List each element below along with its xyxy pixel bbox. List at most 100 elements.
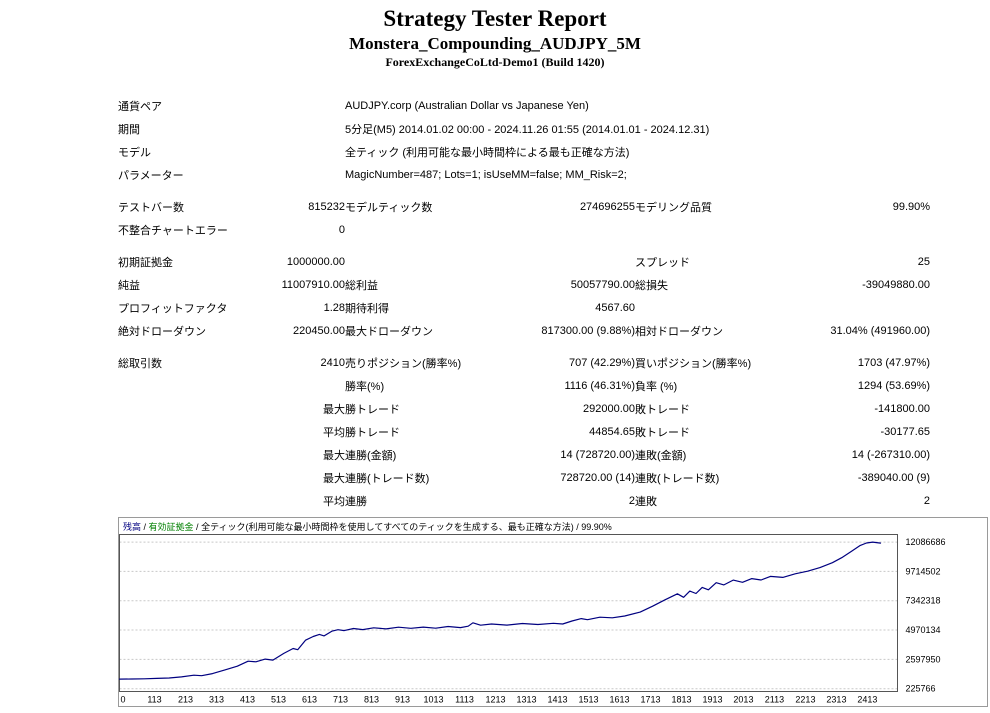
row-label: [635, 296, 758, 319]
table-row: 平均 連勝 2 連敗 2: [118, 489, 930, 512]
row-label: 最大ドローダウン: [345, 325, 433, 338]
row-empty: [238, 140, 345, 163]
x-axis-label: 0: [121, 695, 126, 705]
table-row: プロフィットファクタ 1.28 期待利得 4567.60: [118, 296, 930, 319]
legend-model-label: 全ティック(利用可能な最小時間枠を使用してすべてのティックを生成する、最も正確な…: [201, 522, 574, 532]
row-value: 99.90%: [892, 200, 931, 213]
row-label: 純益: [118, 279, 140, 292]
row-value: 1000000.00: [286, 255, 345, 268]
row-value: [465, 250, 635, 273]
row-label: 勝トレード: [345, 426, 400, 439]
plot-border: [119, 534, 898, 692]
row-label: 連敗: [635, 495, 657, 508]
x-axis-label: 1713: [640, 695, 660, 705]
row-value: 815232: [308, 200, 345, 213]
table-row: パラメーター MagicNumber=487; Lots=1; isUseMM=f…: [118, 163, 930, 186]
row-label: 初期証拠金: [118, 256, 173, 269]
row-label: 勝率(%): [345, 380, 385, 393]
table-row: 初期証拠金 1000000.00 スプレッド 25: [118, 250, 930, 273]
x-axis-label: 2413: [857, 695, 877, 705]
row-value: 220450.00: [293, 324, 345, 337]
row-value: [758, 218, 930, 241]
row-value: 14 (728720.00): [560, 448, 635, 461]
row-label: [118, 489, 238, 512]
row-label: 総取引数: [118, 357, 162, 370]
row-label: 連敗(トレード数): [635, 472, 720, 485]
table-row: 総取引数 2410 売りポジション(勝率%) 707 (42.29%) 買いポジション(…: [118, 351, 930, 374]
report-header: Strategy Tester Report Monstera_Compound…: [0, 0, 990, 70]
table-spacer-row: [118, 186, 930, 195]
balance-curve: [119, 541, 882, 680]
row-wide-value: MagicNumber=487; Lots=1; isUseMM=false; …: [345, 168, 627, 181]
row-label: 期間: [118, 123, 140, 136]
row-label: 連勝(トレード数): [345, 472, 430, 485]
y-axis-label: 7342318: [906, 596, 941, 606]
row-label: モデリング品質: [635, 201, 712, 214]
row-label: 買いポジション(勝率%): [635, 357, 752, 370]
table-row: 最大 連勝(トレード数) 728720.00 (14) 連敗(トレード数) -38904…: [118, 466, 930, 489]
row-value: [758, 296, 930, 319]
table-row: 最大 連勝(金額) 14 (728720.00) 連敗(金額) 14 (-267310.…: [118, 443, 930, 466]
row-label: 期待利得: [345, 302, 389, 315]
row-empty: [238, 163, 345, 186]
table-row: 期間 5分足(M5) 2014.01.02 00:00 - 2024.11.26 …: [118, 117, 930, 140]
row-value: 2: [923, 494, 931, 507]
x-axis-label: 2313: [826, 695, 846, 705]
report-title: Strategy Tester Report: [383, 6, 607, 31]
x-axis-label: 813: [364, 695, 379, 705]
row-wide-value: 全ティック (利用可能な最小時間枠による最も正確な方法): [345, 146, 630, 159]
row-value: 最大: [323, 472, 345, 485]
row-label: モデル: [118, 146, 151, 159]
row-value: -389040.00 (9): [857, 471, 931, 484]
row-label: 総利益: [345, 279, 378, 292]
row-label: [118, 443, 238, 466]
legend-equity-label: 有効証拠金: [148, 522, 194, 532]
row-value: 2410: [320, 356, 345, 369]
row-value: 最大: [323, 403, 345, 416]
row-value: -30177.65: [880, 425, 931, 438]
legend-separator: /: [573, 522, 582, 532]
row-label: 敗トレード: [635, 403, 690, 416]
row-label: スプレッド: [635, 256, 690, 269]
row-value: 274696255: [579, 200, 635, 213]
x-axis-label: 2013: [733, 695, 753, 705]
row-value: 707 (42.29%): [568, 356, 635, 369]
table-row: 最大 勝トレード 292000.00 敗トレード -141800.00: [118, 397, 930, 420]
x-axis-label: 913: [395, 695, 410, 705]
legend-quality-label: 99.90%: [581, 522, 612, 532]
table-spacer-row: [118, 342, 930, 351]
row-value: 11007910.00: [281, 278, 345, 291]
row-value: 平均: [323, 426, 345, 439]
legend-separator: /: [193, 522, 202, 532]
y-axis-label: 2597950: [906, 654, 941, 664]
row-value: 0: [338, 223, 345, 236]
x-axis-label: 313: [209, 695, 224, 705]
row-label: 敗トレード: [635, 426, 690, 439]
table-row: 勝率(%) 1116 (46.31%) 負率 (%) 1294 (53.69%): [118, 374, 930, 397]
legend-separator: /: [141, 522, 149, 532]
report-subtitle: Monstera_Compounding_AUDJPY_5M: [349, 34, 641, 53]
chart-svg: 225766 2597950 4970134 7342318 9714502 120866…: [119, 534, 946, 705]
table-spacer-row: [118, 241, 930, 250]
row-label: 絶対ドローダウン: [118, 325, 206, 338]
row-value: 1703 (47.97%): [857, 356, 931, 369]
report-table-body: 通貨ペア AUDJPY.corp (Australian Dollar vs Ja…: [118, 94, 930, 512]
row-label: 不整合チャートエラー: [118, 224, 228, 237]
row-value: 14 (-267310.00): [851, 448, 931, 461]
x-axis-label: 1813: [671, 695, 691, 705]
row-label: [118, 420, 238, 443]
row-value: -141800.00: [874, 402, 931, 415]
row-label: モデルティック数: [345, 201, 433, 214]
row-value: 1116 (46.31%): [564, 379, 635, 392]
row-value: -39049880.00: [862, 278, 931, 291]
x-axis-label: 513: [271, 695, 286, 705]
y-axis-label: 12086686: [906, 537, 946, 547]
table-row: 純益 11007910.00 総利益 50057790.00 総損失 -39049880.…: [118, 273, 930, 296]
report-table: 通貨ペア AUDJPY.corp (Australian Dollar vs Ja…: [118, 94, 930, 512]
chart-legend: 残高 / 有効証拠金 / 全ティック(利用可能な最小時間枠を使用してすべてのティ…: [119, 518, 987, 534]
x-axis-label: 1913: [702, 695, 722, 705]
row-label: [118, 374, 238, 397]
row-label: [345, 250, 465, 273]
row-label: 総損失: [635, 279, 668, 292]
